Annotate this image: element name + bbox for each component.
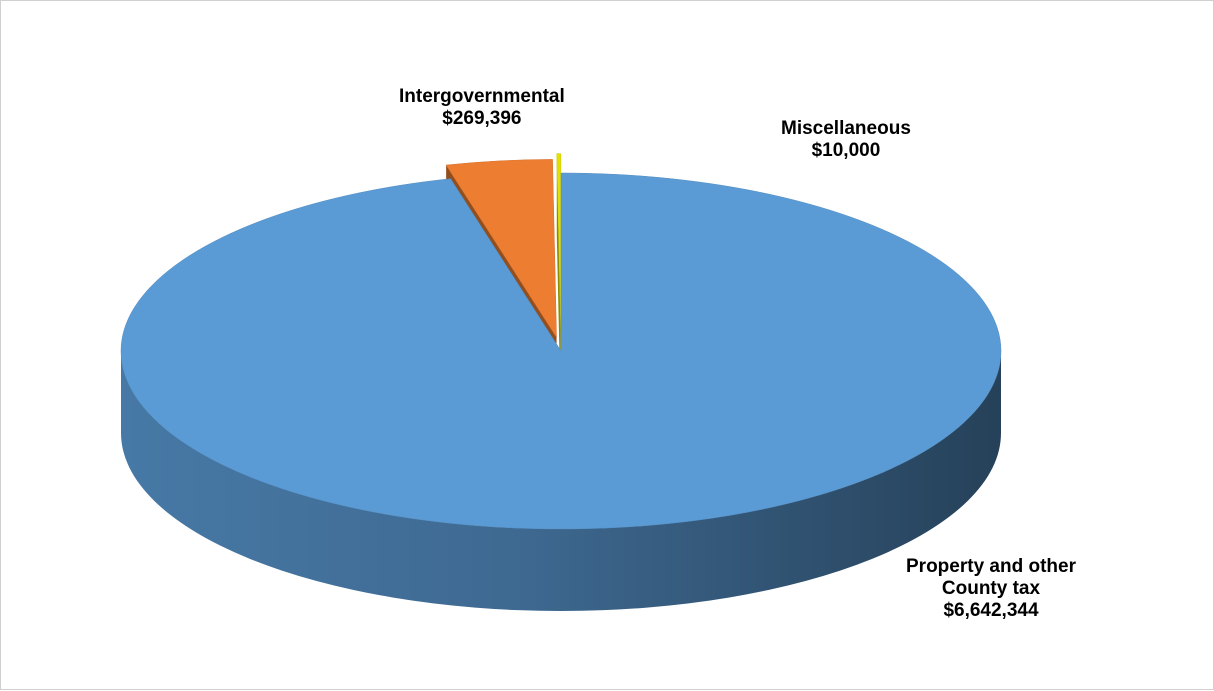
slice-value: $269,396 xyxy=(442,108,522,129)
slice-label-intergovernmental: Intergovernmental $269,396 xyxy=(399,86,565,130)
slice-label-miscellaneous: Miscellaneous $10,000 xyxy=(781,118,911,162)
slice-label-line: County tax xyxy=(941,578,1041,599)
slice-label-line: Miscellaneous xyxy=(781,118,911,139)
slice-value: $10,000 xyxy=(811,140,881,161)
slice-value: $6,642,344 xyxy=(943,600,1039,621)
pie-slice xyxy=(556,153,562,332)
slice-label-property-tax: Property and other County tax $6,642,344 xyxy=(906,556,1076,622)
pie-slice-side xyxy=(121,351,1001,611)
pie-slice-cut xyxy=(556,153,561,414)
slice-label-line: Intergovernmental xyxy=(399,86,565,107)
pie-slice xyxy=(445,159,557,339)
slice-label-line: Property and other xyxy=(906,556,1076,577)
pie-slice xyxy=(120,172,1002,530)
